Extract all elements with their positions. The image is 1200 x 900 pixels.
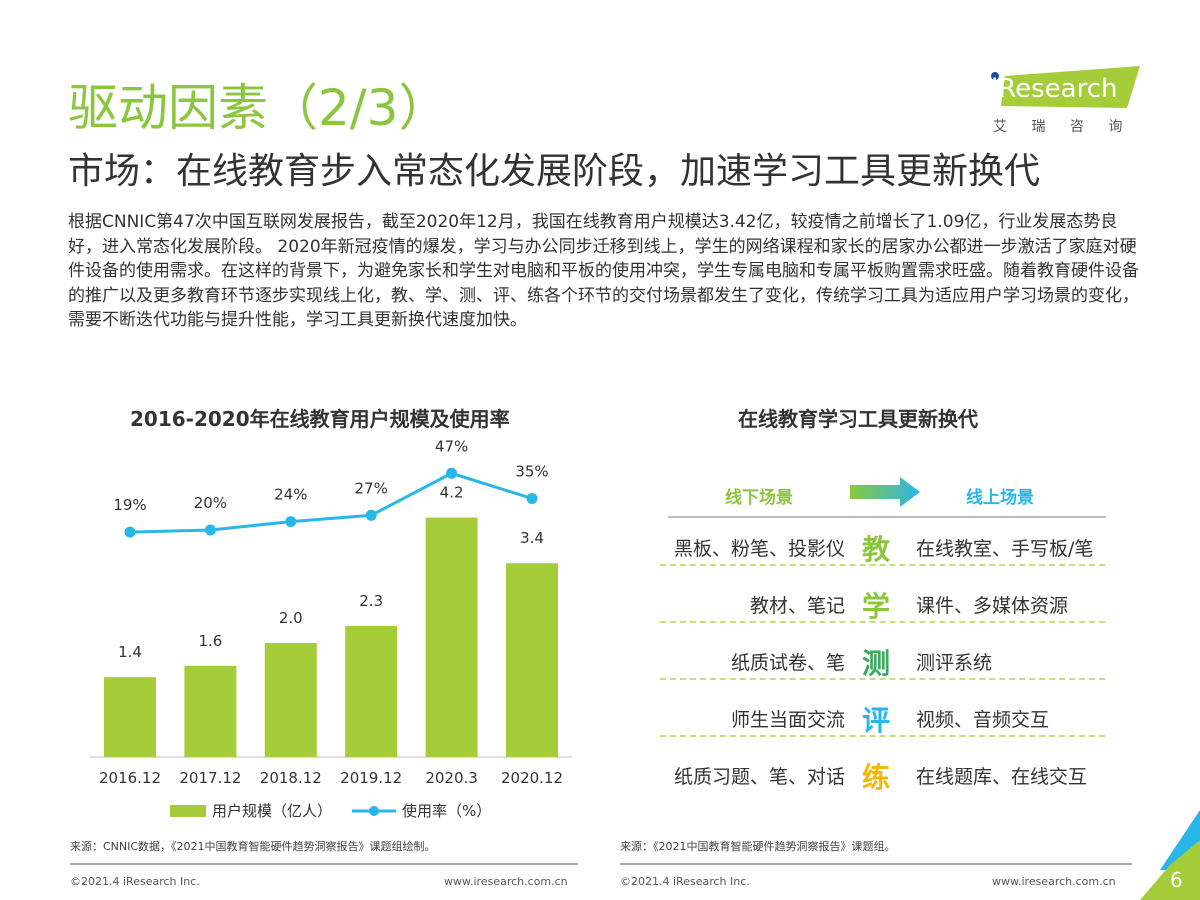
bar bbox=[345, 625, 398, 757]
iresearch-logo: iResearch 艾 瑞 咨 询 bbox=[985, 62, 1145, 142]
bar bbox=[104, 677, 156, 757]
body-text: 根据CNNIC第47次中国互联网发展报告，截至2020年12月，我国在线教育用户… bbox=[68, 212, 1139, 331]
line-label: 27% bbox=[355, 479, 388, 497]
line-label: 24% bbox=[274, 486, 307, 504]
diagram-title: 在线教育学习工具更新换代 bbox=[738, 407, 978, 431]
url-left: www.iresearch.com.cn bbox=[444, 875, 568, 888]
offline-tools: 纸质习题、笔、对话 bbox=[673, 766, 845, 788]
row-divider bbox=[660, 678, 1105, 680]
usage-line bbox=[129, 471, 533, 534]
line-point bbox=[124, 526, 136, 538]
line-label: 19% bbox=[113, 496, 146, 514]
bar bbox=[425, 517, 478, 757]
bar-label: 3.4 bbox=[520, 529, 544, 547]
chart-title: 2016-2020年在线教育用户规模及使用率 bbox=[130, 407, 510, 431]
online-tools: 视频、音频交互 bbox=[916, 709, 1050, 731]
line-point bbox=[446, 467, 458, 479]
stage-key: 学 bbox=[862, 590, 891, 623]
page-title: 驱动因素（2/3） bbox=[68, 79, 449, 137]
bar-label: 2.3 bbox=[359, 592, 383, 610]
line-point bbox=[526, 493, 538, 504]
line-label: 47% bbox=[435, 437, 468, 455]
row-divider bbox=[660, 564, 1105, 566]
logo-sub: 艾 瑞 咨 询 bbox=[993, 119, 1133, 135]
page-subtitle: 市场：在线教育步入常态化发展阶段，加速学习工具更新换代 bbox=[68, 151, 1041, 192]
page-number: 6 bbox=[1170, 868, 1183, 892]
online-header: 线上场景 bbox=[966, 488, 1034, 508]
x-tick-label: 2019.12 bbox=[340, 769, 402, 787]
line-label: 20% bbox=[194, 494, 227, 512]
x-tick-label: 2018.12 bbox=[260, 769, 322, 787]
legend-bar-label: 用户规模（亿人） bbox=[212, 802, 333, 820]
line-point bbox=[204, 524, 216, 536]
footer-divider-left bbox=[70, 863, 578, 865]
line-label: 35% bbox=[515, 463, 548, 481]
bar-label: 4.2 bbox=[440, 484, 464, 502]
bar-line-chart: 1.4 2016.12 1.6 2017.12 2.0 2018.12 2.3 2019.12… bbox=[90, 437, 572, 787]
diagram-row: 师生当面交流评 视频、音频交互 bbox=[650, 693, 1120, 743]
legend-bar-swatch bbox=[170, 804, 206, 817]
arrow-icon bbox=[850, 477, 920, 507]
source-left: 来源：CNNIC数据，《2021中国教育智能硬件趋势洞察报告》课题组绘制。 bbox=[70, 840, 436, 853]
offline-tools: 师生当面交流 bbox=[730, 709, 845, 731]
line-point bbox=[365, 509, 377, 521]
x-tick-label: 2020.3 bbox=[425, 769, 478, 787]
row-divider bbox=[660, 621, 1105, 623]
logo-text: iResearch bbox=[991, 74, 1118, 104]
online-tools: 在线题库、在线交互 bbox=[916, 766, 1088, 788]
chart-legend: 用户规模（亿人） 使用率（%） bbox=[170, 800, 491, 821]
copyright-left: ©2021.4 iResearch Inc. bbox=[70, 875, 200, 888]
x-tick-label: 2016.12 bbox=[99, 769, 161, 787]
x-tick-label: 2017.12 bbox=[179, 769, 241, 787]
online-tools: 在线教室、手写板/笔 bbox=[916, 538, 1094, 560]
stage-key: 教 bbox=[862, 533, 891, 566]
row-divider bbox=[660, 735, 1105, 737]
offline-tools: 教材、笔记 bbox=[749, 595, 845, 617]
diagram-row: 教材、笔记学 课件、多媒体资源 bbox=[650, 579, 1120, 629]
footer-divider-right bbox=[620, 863, 1132, 865]
url-right: www.iresearch.com.cn bbox=[992, 875, 1116, 888]
stage-key: 练 bbox=[862, 761, 891, 794]
legend-line-label: 使用率（%） bbox=[402, 802, 492, 820]
offline-header: 线下场景 bbox=[725, 488, 793, 508]
online-tools: 课件、多媒体资源 bbox=[916, 595, 1069, 617]
diagram-row: 纸质试卷、笔测 测评系统 bbox=[650, 636, 1120, 686]
logo-banner-icon bbox=[991, 66, 1140, 108]
bar-label: 1.6 bbox=[198, 632, 222, 650]
bar bbox=[506, 563, 558, 757]
legend-line-swatch bbox=[352, 805, 397, 816]
bar-label: 1.4 bbox=[118, 643, 142, 661]
online-tools: 测评系统 bbox=[916, 652, 993, 674]
line-point bbox=[285, 516, 297, 528]
stage-key: 评 bbox=[862, 704, 891, 737]
diagram-header-divider bbox=[668, 516, 1106, 518]
source-right: 来源：《2021中国教育智能硬件趋势洞察报告》课题组。 bbox=[620, 840, 896, 853]
diagram-row: 纸质习题、笔、对话练 在线题库、在线交互 bbox=[650, 750, 1120, 800]
diagram-row: 黑板、粉笔、投影仪教 在线教室、手写板/笔 bbox=[650, 522, 1120, 572]
copyright-right: ©2021.4 iResearch Inc. bbox=[620, 875, 750, 888]
bar bbox=[184, 665, 237, 757]
bar-label: 2.0 bbox=[279, 609, 303, 627]
offline-tools: 纸质试卷、笔 bbox=[730, 652, 845, 674]
stage-key: 测 bbox=[862, 647, 891, 680]
bar bbox=[264, 643, 317, 757]
x-tick-label: 2020.12 bbox=[501, 769, 563, 787]
corner-decoration bbox=[1140, 810, 1200, 900]
offline-tools: 黑板、粉笔、投影仪 bbox=[673, 538, 845, 560]
